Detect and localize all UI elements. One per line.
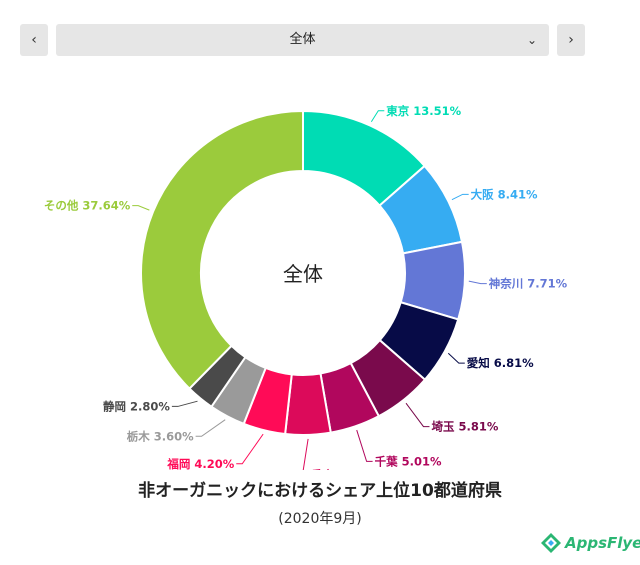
leader-line <box>195 419 226 437</box>
leader-line <box>132 205 150 211</box>
chart-title: 非オーガニックにおけるシェア上位10都道府県 <box>138 481 502 501</box>
slice-label: 神奈川 7.71% <box>489 277 568 291</box>
segment-select-value: 全体 <box>289 32 316 47</box>
appsflyer-logo: AppsFlyer <box>540 532 640 554</box>
donut-chart: 東京 13.51% 大阪 8.41% 神奈川 7.71% 愛知 6.81% 埼玉 5.8… <box>44 104 568 470</box>
leader-line <box>405 402 430 428</box>
donut-slice <box>140 109 304 390</box>
leader-line <box>370 110 385 122</box>
leader-line <box>468 280 487 285</box>
slice-label: 東京 13.51% <box>386 104 461 118</box>
filter-bar: ‹ 全体 ⌄ › <box>0 0 640 60</box>
chevron-left-icon[interactable]: ‹ <box>20 24 48 56</box>
leader-line <box>356 429 373 462</box>
chart-subtitle: (2020年9月) <box>278 511 362 527</box>
slice-label: 大阪 8.41% <box>471 187 538 201</box>
slice-label: 埼玉 5.81% <box>431 420 498 434</box>
donut-center-label: 全体 <box>283 262 323 286</box>
segment-select[interactable]: 全体 ⌄ <box>56 24 549 56</box>
leader-line <box>302 438 309 470</box>
leader-line <box>451 193 469 201</box>
leader-line <box>171 400 198 407</box>
slice-label: 千葉 5.01% <box>375 454 442 468</box>
leader-line <box>236 433 264 465</box>
slice-label: 兵庫 4.50% <box>310 468 377 470</box>
slice-label: 福岡 4.20% <box>166 457 234 470</box>
chevron-down-icon: ⌄ <box>526 33 537 47</box>
slice-label: 静岡 2.80% <box>103 399 170 413</box>
slice-label: 愛知 6.81% <box>467 356 534 370</box>
slice-label: その他 37.64% <box>44 199 131 213</box>
slice-label: 栃木 3.60% <box>127 429 194 443</box>
leader-line <box>447 352 465 364</box>
logo-text: AppsFlyer <box>565 534 640 552</box>
chevron-right-icon[interactable]: › <box>557 24 585 56</box>
appsflyer-logo-icon <box>541 533 561 553</box>
